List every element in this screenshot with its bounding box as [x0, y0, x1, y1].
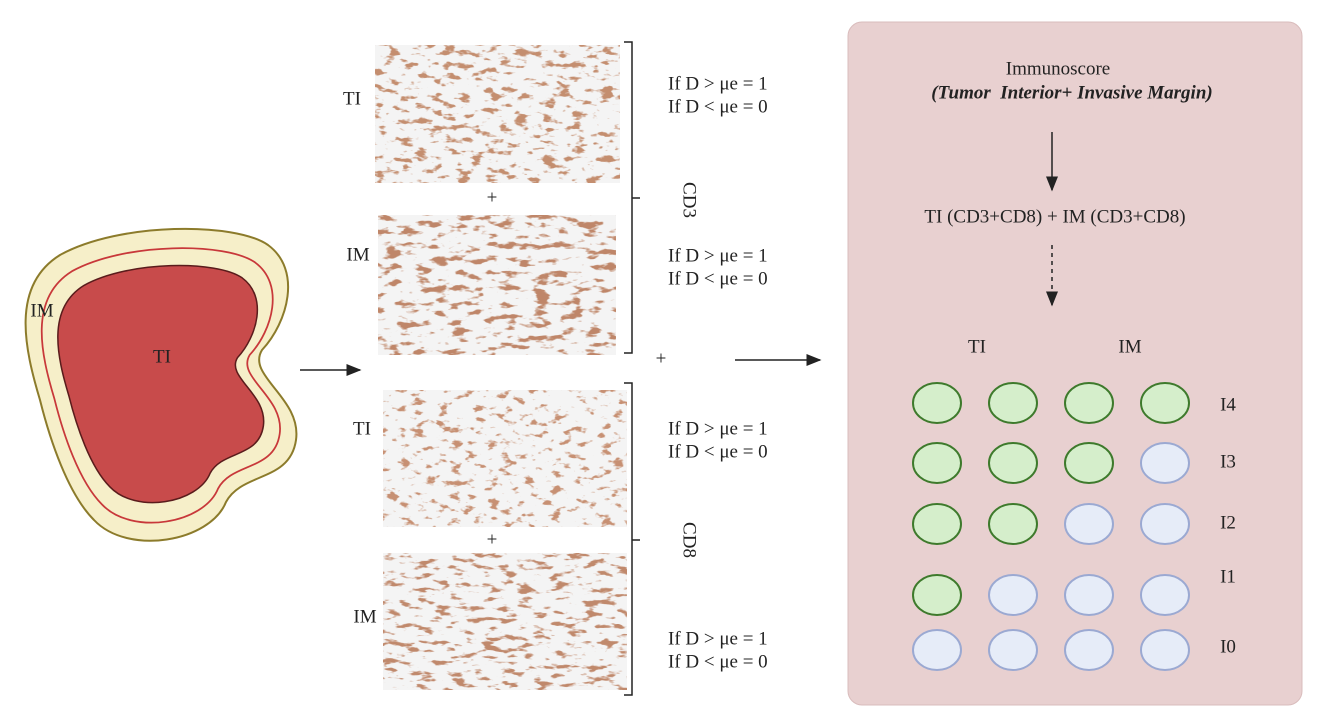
bracket: [624, 382, 640, 696]
row-label: I0: [1220, 636, 1236, 657]
column-label: TI: [968, 336, 986, 357]
bracket: [624, 41, 640, 354]
micrographs: [375, 45, 627, 690]
score-circle: [1140, 629, 1190, 671]
rule: If D > μe = 1: [668, 628, 768, 649]
row-label: I4: [1220, 394, 1236, 415]
marker-label: CD3: [679, 182, 700, 218]
column-label: IM: [1118, 336, 1141, 357]
image-label: IM: [353, 606, 376, 627]
formula: TI (CD3+CD8) + IM (CD3+CD8): [924, 206, 1185, 227]
rule: If D < μe = 0: [668, 651, 768, 672]
rule: If D < μe = 0: [668, 268, 768, 289]
score-title: Immunoscore: [1006, 58, 1110, 79]
tumor-blob: [24, 227, 298, 542]
image-label: IM: [346, 244, 369, 265]
score-circle: [1064, 574, 1114, 616]
score-circle: [1140, 442, 1190, 484]
score-circle: [988, 629, 1038, 671]
rule: If D > μe = 1: [668, 73, 768, 94]
score-grid: I4 I3 I2 I1 I0: [912, 382, 1236, 671]
score-circle: [1140, 382, 1190, 424]
plus: +: [487, 529, 498, 550]
score-circle: [1064, 382, 1114, 424]
rule: If D < μe = 0: [668, 441, 768, 462]
row-label: I1: [1220, 566, 1236, 587]
score-circle: [1140, 503, 1190, 545]
rule: If D > μe = 1: [668, 245, 768, 266]
score-circle: [912, 574, 962, 616]
score-circle: [912, 382, 962, 424]
image-label: TI: [353, 418, 371, 439]
plus: +: [487, 187, 498, 208]
plus: +: [656, 348, 667, 369]
row-label: I2: [1220, 512, 1236, 533]
score-circle: [1140, 574, 1190, 616]
score-circle: [912, 629, 962, 671]
score-box: [847, 21, 1303, 706]
score-circle: [988, 442, 1038, 484]
score-circle: [1064, 442, 1114, 484]
marker-label: CD8: [679, 522, 700, 558]
blob-im-label: IM: [30, 300, 53, 321]
score-subtitle: (Tumor Interior+ Invasive Margin): [931, 82, 1212, 103]
score-circle: [1064, 503, 1114, 545]
blob-ti-label: TI: [153, 346, 171, 367]
score-circle: [912, 442, 962, 484]
score-circle: [988, 382, 1038, 424]
image-label: TI: [343, 88, 361, 109]
rule: If D < μe = 0: [668, 96, 768, 117]
rule: If D > μe = 1: [668, 418, 768, 439]
score-circle: [1064, 629, 1114, 671]
score-circle: [912, 503, 962, 545]
score-circle: [988, 574, 1038, 616]
score-circle: [988, 503, 1038, 545]
row-label: I3: [1220, 451, 1236, 472]
